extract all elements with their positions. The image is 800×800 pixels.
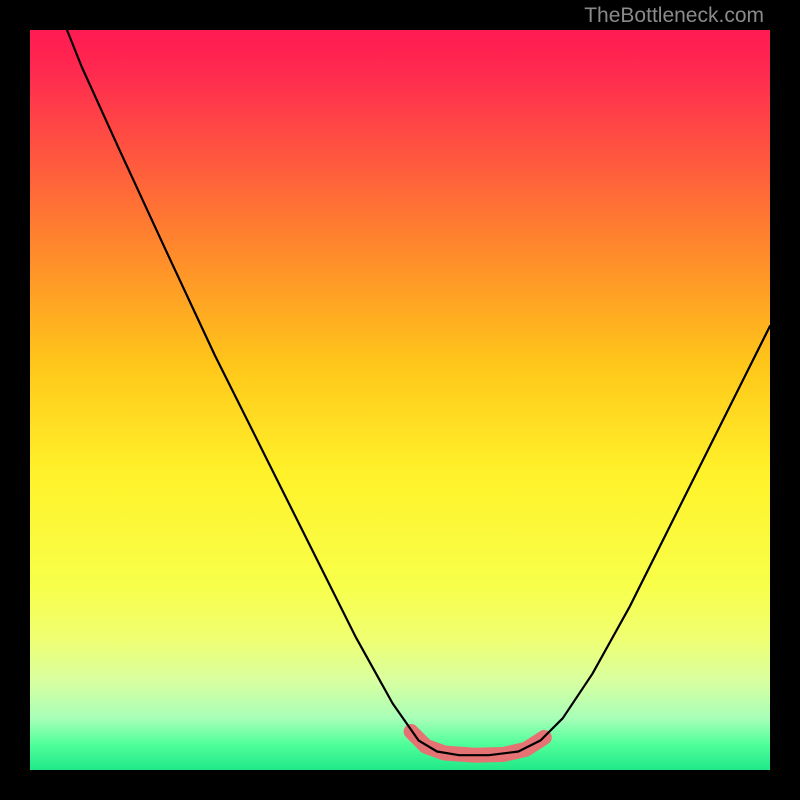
curve-overlay — [30, 30, 770, 770]
watermark-text: TheBottleneck.com — [584, 4, 764, 28]
bottleneck-curve — [67, 30, 770, 755]
plot-area — [30, 30, 770, 770]
chart-frame: TheBottleneck.com — [0, 0, 800, 800]
highlight-segment — [411, 732, 544, 756]
